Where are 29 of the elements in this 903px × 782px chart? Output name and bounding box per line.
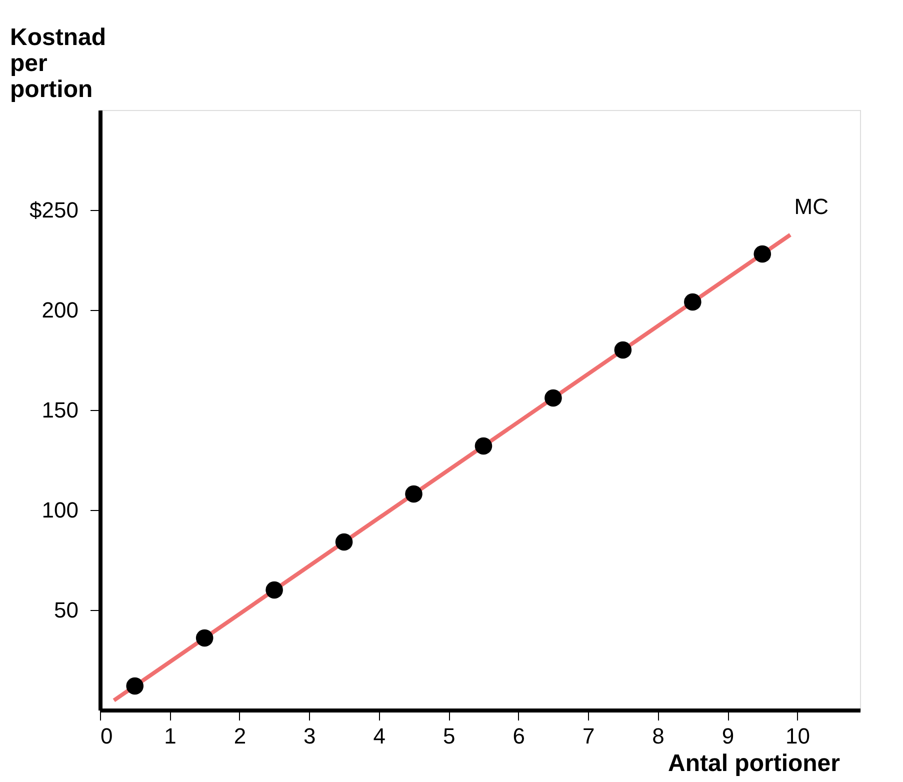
y-tick-label: $250	[30, 198, 78, 222]
point	[684, 293, 702, 311]
point	[266, 581, 283, 599]
y-tick-label: 100	[42, 498, 78, 522]
x-tick-label: 1	[164, 724, 176, 748]
y-tick-label: 150	[42, 398, 78, 422]
y-axis-title: Kostnad per portion	[10, 24, 106, 103]
x-axis-title: Antal portioner	[668, 750, 840, 777]
x-tick-label: 10	[786, 724, 810, 748]
point	[544, 389, 562, 407]
x-tick-label: 5	[443, 724, 456, 748]
point	[126, 677, 144, 695]
point	[335, 533, 353, 551]
x-tick-label: 4	[373, 724, 386, 748]
x-tick-label: 7	[582, 724, 595, 748]
x-tick-label: 0	[100, 724, 113, 748]
x-tick-label: 9	[722, 724, 734, 748]
point	[474, 437, 492, 455]
point	[405, 485, 422, 503]
x-tick-label: 2	[234, 724, 246, 748]
point	[196, 629, 214, 647]
point	[754, 245, 772, 263]
x-tick-label: 8	[652, 724, 664, 748]
x-tick-label: 3	[304, 724, 316, 748]
y-tick-label: 50	[54, 598, 78, 622]
y-tick-label: 200	[42, 298, 78, 322]
point	[614, 341, 632, 359]
x-tick-label: 6	[512, 724, 525, 748]
series-label: MC	[794, 194, 829, 219]
